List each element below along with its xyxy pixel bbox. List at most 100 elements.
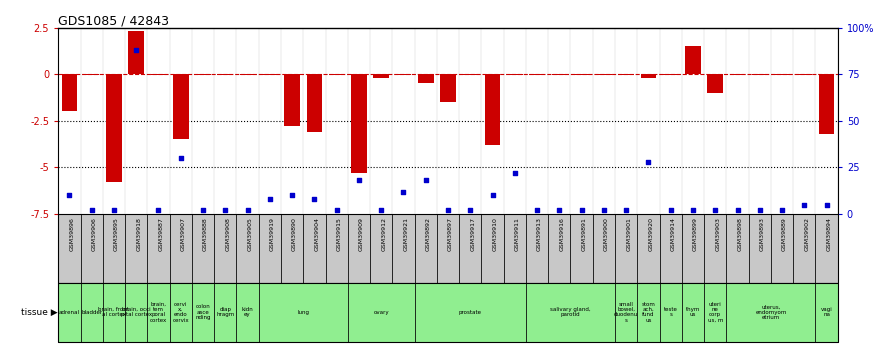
Text: GSM39892: GSM39892 bbox=[426, 217, 431, 252]
Bar bbox=[504, 214, 526, 283]
Point bbox=[62, 193, 76, 198]
Bar bbox=[284, 74, 300, 126]
Text: GSM39900: GSM39900 bbox=[604, 217, 609, 251]
Text: GSM39915: GSM39915 bbox=[337, 217, 341, 251]
Text: vagi
na: vagi na bbox=[821, 307, 832, 317]
Bar bbox=[459, 214, 481, 283]
Text: GSM39919: GSM39919 bbox=[270, 217, 275, 252]
Point bbox=[218, 207, 232, 213]
Bar bbox=[819, 74, 834, 134]
Bar bbox=[659, 283, 682, 342]
Point bbox=[84, 207, 99, 213]
Text: GSM39898: GSM39898 bbox=[737, 217, 743, 251]
Text: GSM39913: GSM39913 bbox=[537, 217, 542, 252]
Bar bbox=[685, 46, 701, 74]
Bar bbox=[192, 214, 214, 283]
Point bbox=[486, 193, 500, 198]
Bar bbox=[704, 214, 727, 283]
Point bbox=[619, 207, 633, 213]
Text: GSM39911: GSM39911 bbox=[515, 217, 520, 251]
Bar bbox=[370, 214, 392, 283]
Bar bbox=[281, 214, 303, 283]
Bar bbox=[103, 214, 125, 283]
Text: GSM39906: GSM39906 bbox=[91, 217, 97, 251]
Bar bbox=[749, 214, 771, 283]
Point bbox=[129, 47, 143, 53]
Text: GSM39893: GSM39893 bbox=[760, 217, 765, 252]
Text: salivary gland,
parotid: salivary gland, parotid bbox=[550, 307, 590, 317]
Text: GSM39914: GSM39914 bbox=[671, 217, 676, 252]
Bar bbox=[637, 283, 659, 342]
Point bbox=[574, 207, 589, 213]
Bar bbox=[351, 74, 366, 173]
Point bbox=[441, 207, 455, 213]
Text: GSM39896: GSM39896 bbox=[69, 217, 74, 251]
Text: GDS1085 / 42843: GDS1085 / 42843 bbox=[58, 14, 169, 28]
Bar bbox=[214, 214, 237, 283]
Bar bbox=[325, 214, 348, 283]
Point bbox=[753, 207, 767, 213]
Bar bbox=[573, 74, 590, 75]
Text: teste
s: teste s bbox=[664, 307, 677, 317]
Point bbox=[107, 207, 121, 213]
Text: GSM39889: GSM39889 bbox=[782, 217, 787, 251]
Bar bbox=[729, 74, 745, 75]
Bar bbox=[262, 74, 278, 75]
Bar bbox=[214, 283, 237, 342]
Bar bbox=[485, 74, 500, 145]
Bar bbox=[793, 214, 815, 283]
Text: ovary: ovary bbox=[374, 310, 389, 315]
Bar bbox=[106, 74, 122, 182]
Text: brain, occi
pital cortex: brain, occi pital cortex bbox=[121, 307, 151, 317]
Bar bbox=[682, 214, 704, 283]
Point bbox=[642, 159, 656, 165]
Bar bbox=[240, 74, 255, 75]
Bar bbox=[303, 214, 325, 283]
Bar bbox=[374, 74, 389, 78]
Bar bbox=[259, 283, 348, 342]
Text: GSM39891: GSM39891 bbox=[582, 217, 587, 251]
Bar bbox=[195, 74, 211, 75]
Bar bbox=[418, 74, 434, 83]
Bar bbox=[192, 283, 214, 342]
Bar bbox=[58, 214, 81, 283]
Bar bbox=[237, 214, 259, 283]
Text: brain,
tem
poral
cortex: brain, tem poral cortex bbox=[150, 302, 167, 323]
Bar bbox=[571, 214, 593, 283]
Bar bbox=[237, 283, 259, 342]
Point bbox=[775, 207, 789, 213]
Point bbox=[685, 207, 700, 213]
Bar bbox=[58, 283, 81, 342]
Text: uteri
ne
corp
us, m: uteri ne corp us, m bbox=[708, 302, 723, 323]
Bar bbox=[218, 74, 233, 75]
Text: uterus,
endomyom
etrium: uterus, endomyom etrium bbox=[755, 304, 787, 320]
Bar bbox=[125, 283, 147, 342]
Bar bbox=[151, 74, 167, 75]
Text: small
bowel,
duodenu
s: small bowel, duodenu s bbox=[614, 302, 638, 323]
Point bbox=[552, 207, 566, 213]
Text: adrenal: adrenal bbox=[59, 310, 80, 315]
Text: GSM39909: GSM39909 bbox=[359, 217, 364, 252]
Text: GSM39912: GSM39912 bbox=[381, 217, 386, 252]
Bar bbox=[618, 74, 634, 75]
Bar bbox=[437, 214, 459, 283]
Text: GSM39908: GSM39908 bbox=[225, 217, 230, 251]
Point bbox=[797, 202, 812, 207]
Text: GSM39895: GSM39895 bbox=[114, 217, 119, 251]
Bar bbox=[815, 283, 838, 342]
Point bbox=[196, 207, 211, 213]
Point bbox=[285, 193, 299, 198]
Bar bbox=[507, 74, 522, 75]
Point bbox=[664, 207, 678, 213]
Point bbox=[396, 189, 410, 194]
Bar bbox=[704, 283, 727, 342]
Bar bbox=[641, 74, 656, 78]
Bar bbox=[752, 74, 768, 75]
Bar bbox=[147, 283, 169, 342]
Point bbox=[374, 207, 388, 213]
Text: GSM39901: GSM39901 bbox=[626, 217, 631, 251]
Text: GSM39918: GSM39918 bbox=[136, 217, 142, 251]
Bar bbox=[526, 283, 615, 342]
Text: GSM39920: GSM39920 bbox=[649, 217, 653, 252]
Point bbox=[174, 155, 188, 161]
